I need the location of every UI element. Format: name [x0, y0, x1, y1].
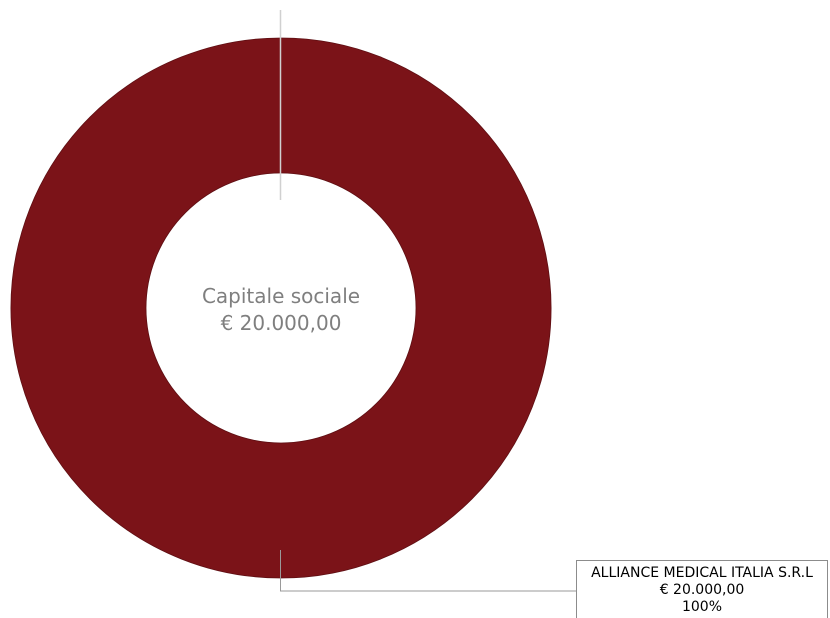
center-total: € 20.000,00: [221, 311, 342, 335]
slice-value-label: € 20.000,00: [659, 582, 745, 598]
slice-callout: ALLIANCE MEDICAL ITALIA S.R.L € 20.000,0…: [576, 560, 828, 618]
center-title: Capitale sociale: [202, 284, 360, 308]
leader-line: [280, 550, 576, 592]
slice-percent-label: 100%: [681, 599, 723, 615]
slice-name-label: ALLIANCE MEDICAL ITALIA S.R.L: [591, 565, 813, 581]
